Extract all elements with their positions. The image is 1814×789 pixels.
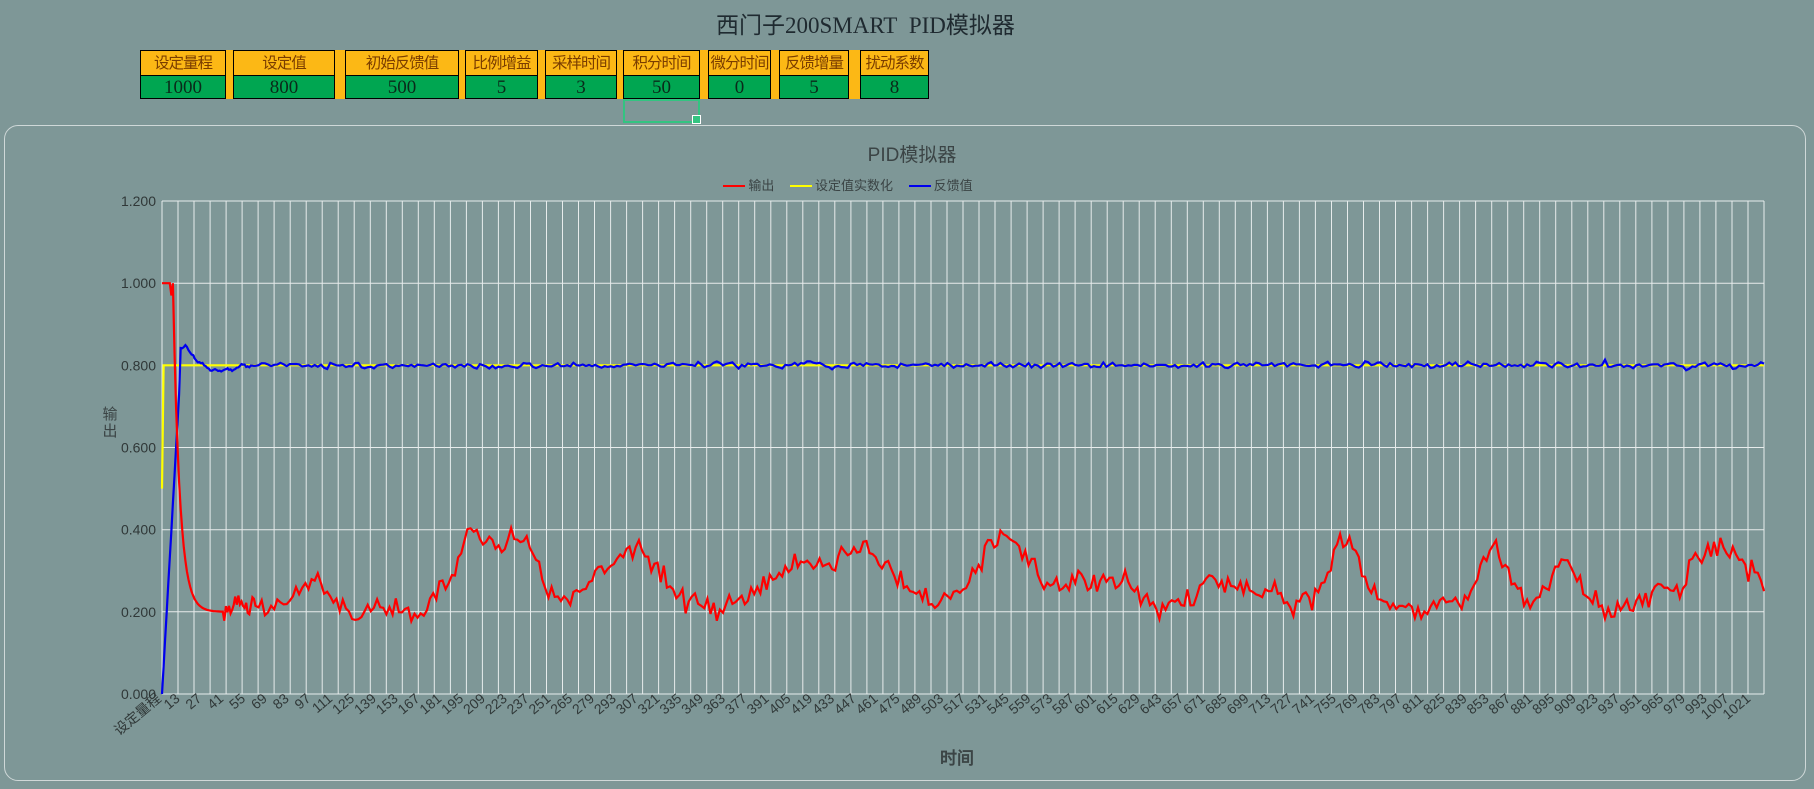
svg-text:0.600: 0.600 — [121, 440, 156, 456]
svg-text:27: 27 — [182, 690, 204, 712]
svg-text:83: 83 — [270, 690, 292, 712]
svg-text:0.400: 0.400 — [121, 522, 156, 538]
svg-text:13: 13 — [160, 690, 182, 712]
svg-text:0.800: 0.800 — [121, 357, 156, 373]
svg-text:1.200: 1.200 — [121, 193, 156, 209]
svg-text:41: 41 — [204, 690, 226, 712]
svg-text:0.200: 0.200 — [121, 604, 156, 620]
svg-text:69: 69 — [248, 690, 270, 712]
svg-text:1.000: 1.000 — [121, 275, 156, 291]
svg-text:55: 55 — [226, 690, 248, 712]
